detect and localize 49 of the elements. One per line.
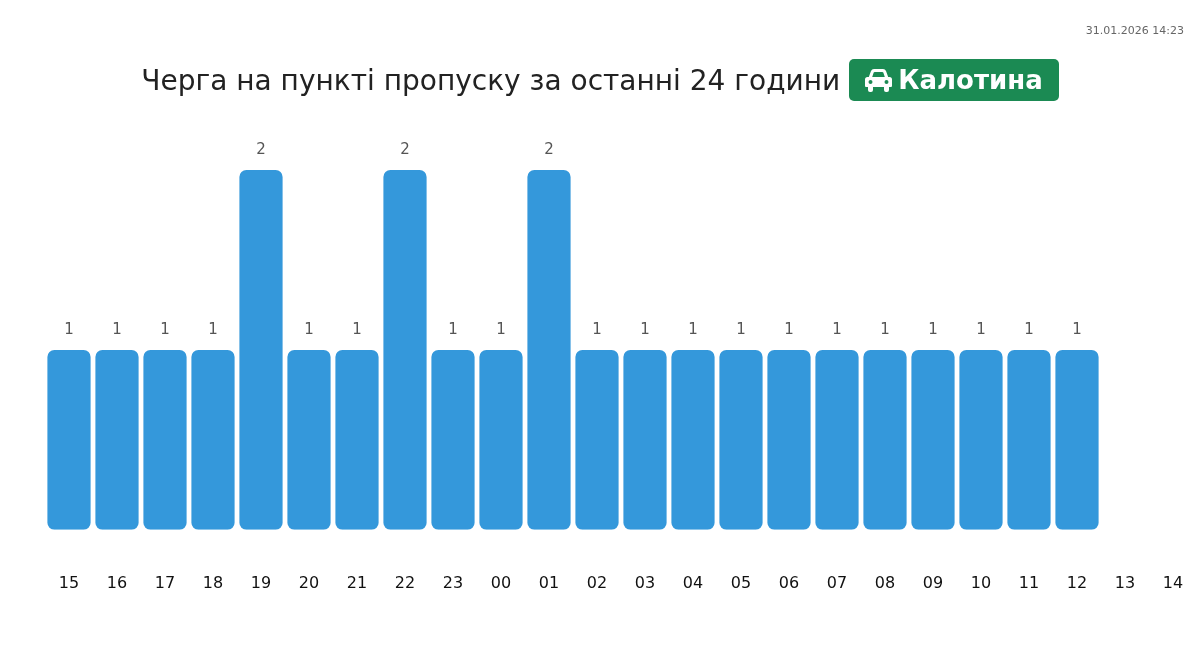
- data-label: 1: [208, 320, 218, 339]
- data-label: 1: [304, 320, 314, 339]
- data-label: 1: [1072, 320, 1082, 339]
- x-tick-label: 10: [970, 572, 992, 592]
- x-tick-label: 21: [346, 572, 368, 592]
- data-label: 1: [640, 320, 650, 339]
- data-label: 2: [544, 140, 554, 159]
- chart-title: Черга на пункті пропуску за останні 24 години: [141, 63, 841, 97]
- text: 31.01.2026 14:23: [1085, 24, 1184, 38]
- x-tick-label: 09: [922, 572, 944, 592]
- data-label: 1: [160, 320, 170, 339]
- data-label: 1: [352, 320, 362, 339]
- data-label: 1: [496, 320, 506, 339]
- x-tick-label: 07: [826, 572, 848, 592]
- data-label: 2: [400, 140, 410, 159]
- data-label: 1: [1024, 320, 1034, 339]
- data-label: 1: [976, 320, 986, 339]
- x-tick-label: 01: [538, 572, 560, 592]
- chart-subtitle: Калотина: [898, 65, 1043, 95]
- x-tick-label: 22: [394, 572, 416, 592]
- x-tick-label: 06: [778, 572, 800, 592]
- x-tick-label: 19: [250, 572, 272, 592]
- x-tick-label: 00: [490, 572, 512, 592]
- data-label: 1: [64, 320, 74, 339]
- data-label: 1: [112, 320, 122, 339]
- x-tick-label: 14: [1162, 572, 1184, 592]
- data-label: 1: [688, 320, 698, 339]
- data-label: 1: [448, 320, 458, 339]
- x-tick-label: 23: [442, 572, 464, 592]
- x-tick-label: 12: [1066, 572, 1088, 592]
- x-tick-label: 08: [874, 572, 896, 592]
- data-label: 1: [832, 320, 842, 339]
- x-tick-label: 05: [730, 572, 752, 592]
- data-label: 2: [256, 140, 266, 159]
- data-label: 1: [592, 320, 602, 339]
- x-tick-label: 02: [586, 572, 608, 592]
- x-tick-label: 03: [634, 572, 656, 592]
- x-tick-label: 20: [298, 572, 320, 592]
- data-label: 1: [928, 320, 938, 339]
- x-tick-label: 18: [202, 572, 224, 592]
- x-tick-label: 04: [682, 572, 704, 592]
- x-tick-label: 15: [58, 572, 80, 592]
- data-label: 1: [736, 320, 746, 339]
- x-tick-label: 16: [106, 572, 128, 592]
- data-label: 1: [880, 320, 890, 339]
- data-label: 1: [784, 320, 794, 339]
- x-tick-label: 13: [1114, 572, 1136, 592]
- x-tick-label: 17: [154, 572, 176, 592]
- x-tick-label: 11: [1018, 572, 1040, 592]
